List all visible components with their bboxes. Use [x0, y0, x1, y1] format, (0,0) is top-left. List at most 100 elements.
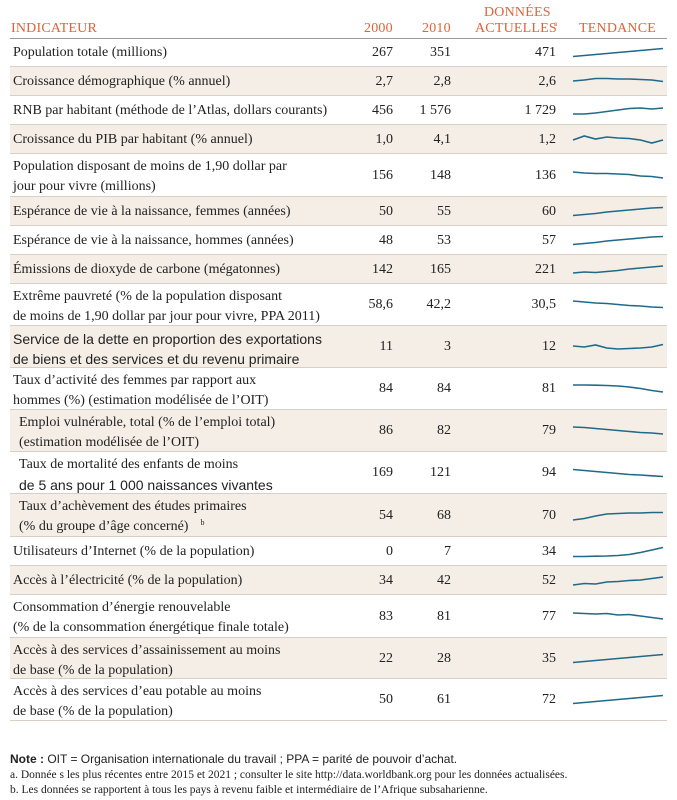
header-current-line2: ACTUELLES [475, 21, 557, 36]
trend-sparkline [572, 265, 664, 274]
value-2010: 1 576 [419, 103, 452, 118]
row-label-line2: (% du groupe d’âge concerné) b [19, 517, 247, 538]
row-label-line2: de biens et des services et du revenu pr… [13, 349, 322, 369]
table-row: Accès à des services d’assainissement au… [10, 638, 667, 679]
row-label-line2: (% de la consommation énergétique finale… [13, 618, 289, 638]
row-label-line1: Service de la dette en proportion des ex… [13, 331, 322, 347]
table-row: Croissance du PIB par habitant (% annuel… [10, 125, 667, 154]
trend-sparkline [572, 171, 664, 179]
trend-line [572, 511, 663, 521]
footnotes: Note : OIT = Organisation internationale… [10, 752, 670, 799]
value-current: 30,5 [531, 297, 557, 312]
footnote-b: b. Les données se rapportent à tous les … [10, 784, 488, 796]
row-label-line2: de base (% de la population) [13, 702, 261, 722]
value-2010: 121 [430, 465, 451, 480]
trend-sparkline [573, 546, 664, 558]
row-label: Croissance du PIB par habitant (% annuel… [13, 130, 253, 150]
value-2010: 7 [444, 544, 451, 559]
trend-line [572, 343, 664, 350]
value-2010: 42,2 [426, 297, 452, 312]
row-label: Taux de mortalité des enfants de moins de… [19, 455, 273, 495]
value-2000: 22 [379, 651, 393, 666]
trend-sparkline [572, 653, 664, 664]
trend-line [572, 426, 664, 435]
table-row: Accès à l’électricité (% de la populatio… [10, 566, 667, 595]
table-row: Espérance de vie à la naissance, femmes … [10, 197, 667, 226]
value-2000: 84 [379, 381, 393, 396]
value-current: 57 [542, 233, 556, 248]
table-row: Population disposant de moins de 1,90 do… [10, 154, 667, 197]
row-label-line1: Taux de mortalité des enfants de moins [19, 457, 239, 472]
trend-sparkline [572, 511, 663, 521]
row-label-line2: de moins de 1,90 dollar par jour pour vi… [13, 307, 320, 327]
row-label-line1: Accès à des services d’eau potable au mo… [13, 684, 262, 699]
value-current: 34 [542, 544, 556, 559]
row-label-line1: Croissance du PIB par habitant (% annuel… [13, 132, 253, 147]
row-label-line1: Espérance de vie à la naissance, hommes … [13, 233, 294, 248]
value-current: 1,2 [538, 132, 557, 147]
row-label: Consommation d’énergie renouvelable (% de… [13, 598, 289, 638]
value-2010: 165 [430, 262, 451, 277]
value-2010: 3 [444, 339, 451, 354]
trend-line [572, 77, 664, 83]
value-2000: 50 [379, 692, 393, 707]
value-current: 35 [542, 651, 556, 666]
header-2010: 2010 [422, 21, 451, 36]
trend-sparkline [573, 107, 664, 115]
row-label: Émissions de dioxyde de carbone (mégaton… [13, 260, 280, 280]
row-label-line2-text: de base (% de la population) [13, 704, 173, 719]
value-2000: 1,0 [375, 132, 394, 147]
trend-line [572, 576, 664, 586]
value-2010: 68 [437, 508, 451, 523]
row-label: Utilisateurs d’Internet (% de la populat… [13, 542, 254, 562]
row-label: Espérance de vie à la naissance, femmes … [13, 202, 291, 222]
trend-line [572, 653, 664, 664]
row-label: Taux d’activité des femmes par rapport a… [13, 371, 268, 411]
table-row: Utilisateurs d’Internet (% de la populat… [10, 537, 667, 566]
value-2000: 0 [386, 544, 393, 559]
row-label-line1: RNB par habitant (méthode de l’Atlas, do… [13, 103, 328, 118]
value-current: 12 [542, 339, 556, 354]
header-trend: TENDANCE [579, 21, 657, 36]
value-2010: 61 [437, 692, 451, 707]
value-current: 2,6 [538, 74, 557, 89]
row-label-line2-text: (% du groupe d’âge concerné) [19, 519, 189, 534]
trend-line [573, 107, 664, 115]
value-2000: 142 [372, 262, 393, 277]
trend-sparkline [572, 426, 664, 435]
trend-sparkline [572, 235, 664, 246]
value-2000: 169 [372, 465, 393, 480]
value-2010: 84 [437, 381, 451, 396]
value-2010: 4,1 [433, 132, 452, 147]
table-row: Extrême pauvreté (% de la population dis… [10, 284, 667, 326]
row-label-line1: Emploi vulnérable, total (% de l’emploi … [19, 415, 276, 430]
row-label-line2-text: de biens et des services et du revenu pr… [13, 351, 300, 367]
row-label-line1: Utilisateurs d’Internet (% de la populat… [13, 544, 255, 559]
table-row: Taux d’activité des femmes par rapport a… [10, 368, 667, 410]
trend-sparkline [572, 612, 664, 620]
value-current: 79 [542, 423, 556, 438]
value-2000: 54 [379, 508, 393, 523]
row-label: Croissance démographique (% annuel) [13, 72, 230, 92]
value-current: 60 [542, 204, 556, 219]
trend-line [573, 546, 664, 558]
trend-line [572, 206, 664, 217]
table-row: Accès à des services d’eau potable au mo… [10, 679, 667, 721]
value-current: 136 [535, 168, 556, 183]
value-2000: 48 [379, 233, 393, 248]
table-header: INDICATEUR 2000 2010 DONNÉES ACTUELLES a… [0, 0, 677, 40]
row-label-line2: de base (% de la population) [13, 661, 280, 681]
note-line: Note : OIT = Organisation internationale… [10, 752, 670, 768]
row-label: Population totale (millions) [13, 43, 167, 63]
trend-line [572, 468, 664, 478]
value-current: 81 [542, 381, 556, 396]
value-current: 72 [542, 692, 556, 707]
table-row: Emploi vulnérable, total (% de l’emploi … [10, 410, 667, 452]
value-2000: 83 [379, 609, 393, 624]
value-2010: 81 [437, 609, 451, 624]
header-divider [10, 38, 667, 39]
header-2000: 2000 [364, 21, 393, 36]
value-2010: 53 [437, 233, 451, 248]
trend-sparkline [572, 135, 664, 144]
trend-sparkline [572, 206, 664, 217]
